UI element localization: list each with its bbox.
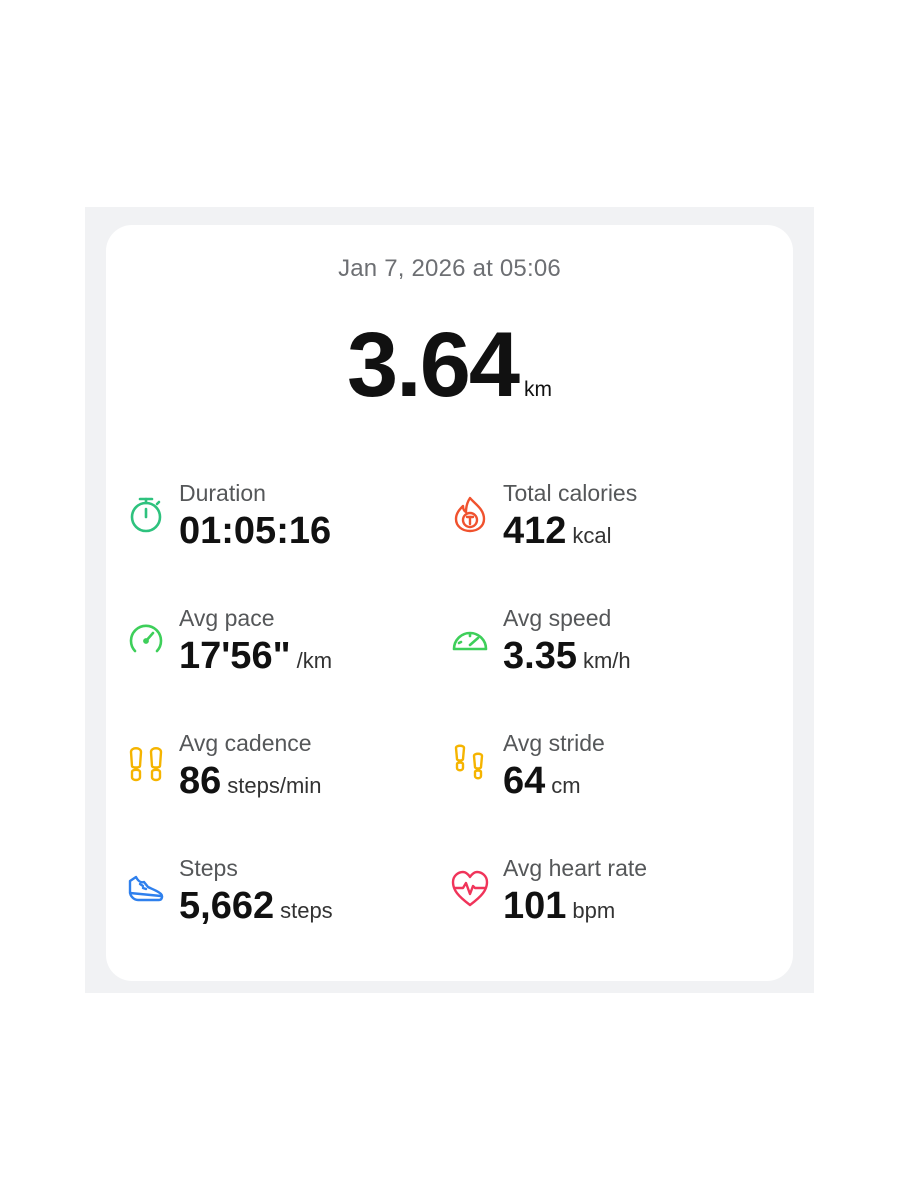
stat-value: 101 bpm bbox=[503, 885, 615, 928]
pace-unit: /km bbox=[296, 648, 333, 673]
pace-value: 17'56" bbox=[179, 635, 291, 677]
stat-value: 5,662 steps bbox=[179, 885, 333, 928]
stat-duration: Duration 01:05:16 bbox=[126, 480, 446, 570]
stat-label: Avg pace bbox=[179, 605, 275, 631]
sneaker-icon bbox=[126, 869, 166, 909]
flame-icon bbox=[450, 494, 490, 534]
heart-rate-value: 101 bbox=[503, 885, 567, 927]
stat-value: 64 cm bbox=[503, 760, 581, 803]
stat-value: 17'56"/km bbox=[179, 635, 332, 678]
duration-value: 01:05:16 bbox=[179, 510, 332, 552]
speed-value: 3.35 bbox=[503, 635, 577, 677]
steps-value: 5,662 bbox=[179, 885, 275, 927]
workout-summary-card: Jan 7, 2026 at 05:06 3.64 km Duration 01:… bbox=[106, 225, 793, 981]
stat-label: Total calories bbox=[503, 480, 638, 506]
workout-date: Jan 7, 2026 at 05:06 bbox=[338, 255, 561, 282]
stat-stride: Avg stride 64 cm bbox=[450, 730, 770, 820]
speedometer-icon bbox=[450, 619, 490, 659]
stat-heart-rate: Avg heart rate 101 bpm bbox=[450, 855, 770, 945]
stat-speed: Avg speed 3.35 km/h bbox=[450, 605, 770, 695]
distance-unit: km bbox=[524, 378, 553, 401]
distance-value: 3.64 bbox=[346, 314, 520, 416]
speed-unit: km/h bbox=[582, 648, 631, 673]
stride-footprints-icon bbox=[450, 744, 490, 784]
stat-pace: Avg pace 17'56"/km bbox=[126, 605, 446, 695]
stat-label: Avg cadence bbox=[179, 730, 312, 756]
stat-value: 01:05:16 bbox=[179, 510, 331, 553]
stat-label: Steps bbox=[179, 855, 238, 881]
distance-display: 3.64 km bbox=[106, 313, 793, 418]
stat-value: 3.35 km/h bbox=[503, 635, 631, 678]
pace-gauge-icon bbox=[126, 619, 166, 659]
heart-pulse-icon bbox=[450, 869, 490, 909]
stride-value: 64 bbox=[503, 760, 546, 802]
footprints-icon bbox=[126, 744, 166, 784]
heart-rate-unit: bpm bbox=[572, 898, 616, 923]
stat-label: Duration bbox=[179, 480, 266, 506]
calories-value: 412 bbox=[503, 510, 567, 552]
stat-steps: Steps 5,662 steps bbox=[126, 855, 446, 945]
stride-unit: cm bbox=[551, 773, 581, 798]
stat-calories: Total calories 412 kcal bbox=[450, 480, 770, 570]
calories-unit: kcal bbox=[572, 523, 612, 548]
stopwatch-icon bbox=[126, 494, 166, 534]
stat-value: 86 steps/min bbox=[179, 760, 321, 803]
stat-value: 412 kcal bbox=[503, 510, 612, 553]
steps-unit: steps bbox=[280, 898, 333, 923]
stat-label: Avg speed bbox=[503, 605, 612, 631]
cadence-unit: steps/min bbox=[227, 773, 322, 798]
stat-cadence: Avg cadence 86 steps/min bbox=[126, 730, 446, 820]
cadence-value: 86 bbox=[179, 760, 222, 802]
stat-label: Avg stride bbox=[503, 730, 605, 756]
stat-label: Avg heart rate bbox=[503, 855, 648, 881]
